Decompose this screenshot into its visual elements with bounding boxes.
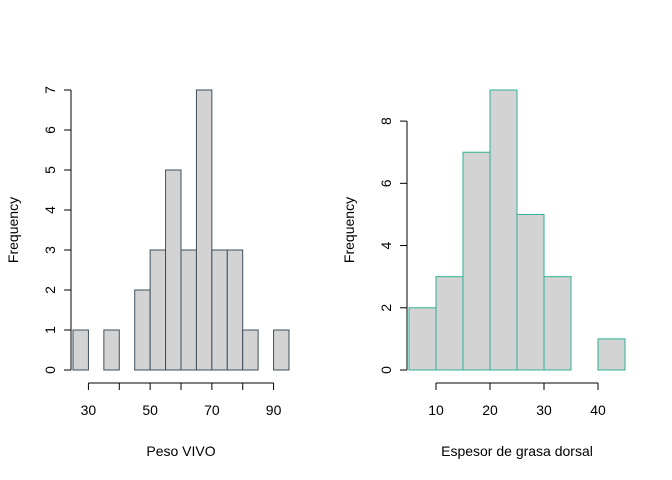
x-axis-title: Espesor de grasa dorsal [441, 443, 593, 459]
histogram-bar [149, 249, 167, 371]
y-tick-label: 7 [42, 86, 58, 94]
histogram-bar [597, 338, 626, 371]
histogram-bar [72, 329, 89, 371]
x-tick-label: 90 [266, 402, 282, 418]
histogram-bar [180, 249, 197, 371]
x-tick-label: 10 [428, 402, 444, 418]
histogram-bar [103, 329, 120, 371]
y-tick-label: 3 [42, 246, 58, 254]
histogram-bar [165, 169, 182, 371]
histogram-bar [211, 249, 228, 371]
x-axis: 30 50 70 90 [81, 382, 282, 418]
histogram-bar [195, 89, 213, 371]
histogram-bar [435, 276, 464, 371]
y-tick-label: 2 [378, 304, 394, 312]
y-tick-label: 4 [42, 206, 58, 214]
histogram-bar [489, 89, 518, 371]
y-tick-label: 2 [42, 286, 58, 294]
y-axis-title: Frequency [5, 197, 21, 263]
y-axis-title: Frequency [341, 197, 357, 263]
y-tick-label: 1 [42, 326, 58, 334]
y-tick-label: 0 [42, 366, 58, 374]
histogram-bar [242, 329, 259, 371]
histogram-bar [226, 249, 244, 371]
y-tick-label: 6 [42, 126, 58, 134]
x-tick-label: 30 [536, 402, 552, 418]
x-tick-label: 20 [482, 402, 498, 418]
y-tick-label: 8 [378, 117, 394, 125]
x-axis-title: Peso VIVO [146, 443, 215, 459]
y-tick-label: 0 [378, 366, 394, 374]
histogram-espesor-grasa: 10 20 30 40 0 2 4 6 8 Espesor de grasa dorsal Freq… [341, 89, 626, 459]
histogram-bar [134, 289, 151, 371]
x-tick-label: 70 [204, 402, 220, 418]
x-tick-label: 40 [590, 402, 606, 418]
y-axis: 0 2 4 6 8 [378, 117, 408, 374]
histogram-bar [273, 329, 290, 371]
x-tick-label: 50 [142, 402, 158, 418]
y-tick-label: 5 [42, 166, 58, 174]
y-tick-label: 6 [378, 179, 394, 187]
x-tick-label: 30 [81, 402, 97, 418]
y-axis: 0 1 2 3 4 5 6 7 [42, 86, 72, 374]
histogram-peso-vivo: 30 50 70 90 0 1 2 3 4 5 6 7 Peso VIVO Frequency [5, 86, 290, 459]
histogram-bar [516, 213, 545, 371]
x-axis: 10 20 30 40 [428, 382, 606, 418]
y-tick-label: 4 [378, 241, 394, 249]
histogram-bar [462, 151, 491, 371]
histogram-bar [408, 307, 437, 371]
histogram-bar [543, 276, 572, 371]
